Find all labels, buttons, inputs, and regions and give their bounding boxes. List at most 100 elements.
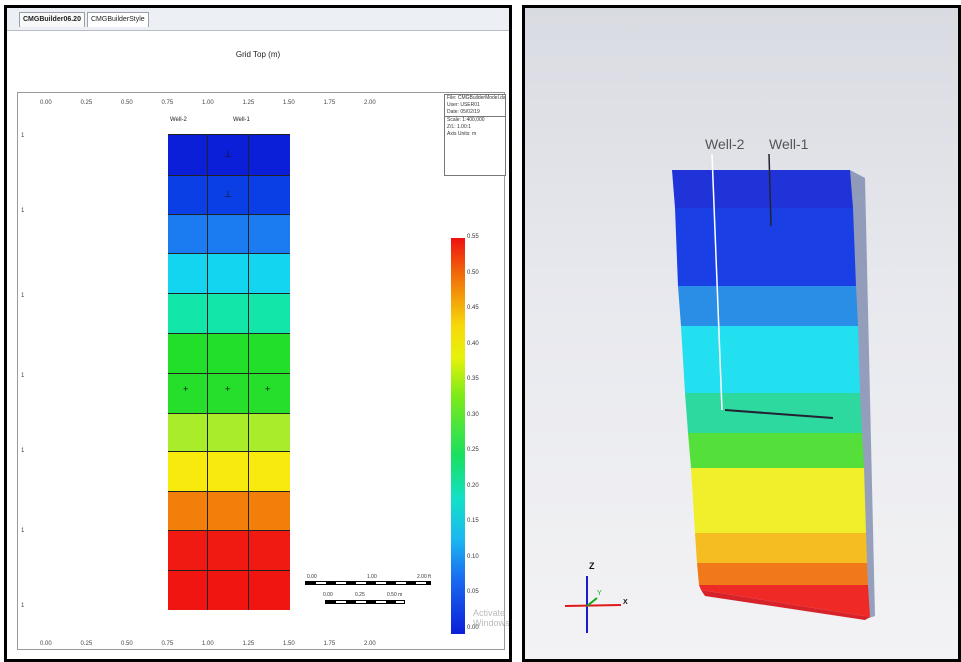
legend-value: 0.10: [467, 553, 479, 560]
layer-3: [678, 286, 858, 326]
z-axis-label: Z: [589, 561, 595, 571]
well-marker[interactable]: +: [225, 384, 231, 394]
left-grid-window: CMGBuilder06.20 CMGBuilderStyle Grid Top…: [4, 5, 512, 662]
grid-cell-divider: [168, 254, 208, 293]
legend-value: 0.00: [467, 624, 479, 631]
well-label-1: Well-1: [233, 117, 250, 123]
legend-value: 0.35: [467, 376, 479, 382]
grid-cell-divider: [168, 334, 249, 373]
info-line: Axis Units: m: [447, 131, 477, 137]
x-tick-label: 0.50: [121, 641, 133, 647]
info-line: File: CMGBuilderModel.dat: [447, 95, 505, 101]
layer-9: [697, 563, 868, 585]
y-axis-label: Y: [597, 590, 602, 597]
well-marker[interactable]: +: [265, 384, 271, 394]
grid-layer[interactable]: [168, 134, 290, 175]
y-tick: 1: [21, 208, 25, 214]
scale-label: 0.25: [355, 592, 365, 598]
info-line: Date: 05/02/19: [447, 109, 480, 115]
grid-cell-divider: [168, 176, 249, 214]
legend-value: 0.05: [467, 589, 479, 595]
info-line: Scale: 1:400,000: [445, 116, 505, 124]
legend-value: 0.55: [467, 234, 479, 240]
grid-cell-divider: [168, 135, 208, 175]
grid-cell-divider: [168, 254, 249, 293]
grid-layer[interactable]: [168, 293, 290, 333]
y-tick: 1: [21, 603, 25, 609]
legend-value: 0.30: [467, 411, 479, 418]
x-tick-label: 0.25: [80, 641, 93, 647]
plot-title: Grid Top (m): [235, 50, 281, 59]
x-tick-label: 1.50: [283, 641, 295, 647]
scale-label: 0.50 m: [387, 592, 403, 598]
grid-cell-divider: [168, 215, 208, 253]
grid-layer[interactable]: [168, 491, 290, 530]
legend-value: 0.25: [467, 447, 479, 453]
grid-cell-divider: [168, 571, 208, 610]
info-line: User: USER01: [447, 102, 480, 108]
tab-bar: CMGBuilder06.20 CMGBuilderStyle: [7, 8, 509, 31]
grid-layer[interactable]: [168, 413, 290, 451]
scale-label: 2.00 ft: [417, 574, 431, 580]
grid-cell-divider: [168, 215, 249, 253]
x-tick-label: 1.50: [283, 100, 295, 106]
grid-cell-divider: [168, 294, 249, 333]
well-1-trajectory[interactable]: [768, 153, 772, 227]
grid-cell-divider: [168, 414, 208, 451]
grid-cell-divider: [168, 334, 208, 373]
grid-layer[interactable]: [168, 175, 290, 214]
grid-layer[interactable]: [168, 451, 290, 491]
x-tick-label: 1.00: [202, 100, 214, 106]
x-tick-label: 1.25: [242, 641, 255, 647]
grid-cell-divider: [168, 374, 249, 413]
scale-bar-ft: [305, 581, 431, 585]
grid-layer[interactable]: [168, 373, 290, 413]
x-tick-label: 1.25: [242, 100, 255, 106]
well-2-trajectory[interactable]: [711, 153, 723, 411]
right-3d-window[interactable]: Well-2 Well-1 Z Y X: [522, 5, 961, 662]
x-tick-label: 0.00: [40, 641, 52, 647]
layer-7: [691, 468, 866, 533]
plot-area[interactable]: [17, 92, 505, 650]
layer-11: [701, 590, 870, 620]
grid-layer[interactable]: [168, 253, 290, 293]
layer-4: [681, 326, 860, 393]
y-tick: 1: [21, 448, 25, 454]
3d-view[interactable]: [525, 8, 958, 659]
x-tick-label: 2.00: [364, 641, 376, 647]
well-marker[interactable]: ⊥: [224, 149, 232, 159]
well-marker[interactable]: +: [183, 384, 189, 394]
x-tick-label: 0.75: [161, 641, 174, 647]
x-tick-label: 0.50: [121, 100, 133, 106]
well-2-horizontal[interactable]: [724, 409, 834, 419]
legend-value: 0.45: [467, 305, 479, 311]
grid-layer[interactable]: [168, 530, 290, 570]
x-tick-label: 1.75: [323, 641, 336, 647]
y-axis-line: [586, 597, 598, 607]
x-tick-label: 2.00: [364, 100, 376, 106]
tab-cmgbuilder-style[interactable]: CMGBuilderStyle: [87, 12, 149, 27]
grid-cell-divider: [168, 452, 249, 491]
activate-windows-watermark: Activate Windows: [473, 608, 510, 628]
grid-cell-divider: [168, 135, 249, 175]
grid-layer[interactable]: [168, 214, 290, 253]
grid-cell-divider: [168, 492, 208, 530]
grid-cell-divider: [168, 374, 208, 413]
well-label-2: Well-2: [170, 117, 187, 123]
grid-layer[interactable]: [168, 570, 290, 610]
x-axis-label: X: [623, 599, 628, 606]
legend-value: 0.50: [467, 269, 479, 276]
layer-2: [675, 208, 856, 286]
y-tick: 1: [21, 373, 25, 379]
layer-8: [695, 533, 867, 563]
scale-bar-m: [325, 600, 405, 604]
grid-layer[interactable]: [168, 333, 290, 373]
x-axis-line: [564, 604, 622, 607]
legend-value: 0.20: [467, 482, 479, 489]
grid-cell-divider: [168, 414, 249, 451]
well-1-label-3d: Well-1: [769, 136, 809, 152]
well-marker[interactable]: ⊥: [224, 189, 232, 199]
grid-cell-divider: [168, 571, 249, 610]
tab-cmgbuilder[interactable]: CMGBuilder06.20: [19, 12, 85, 27]
info-line: Z/L: 1.00:1: [447, 124, 471, 130]
